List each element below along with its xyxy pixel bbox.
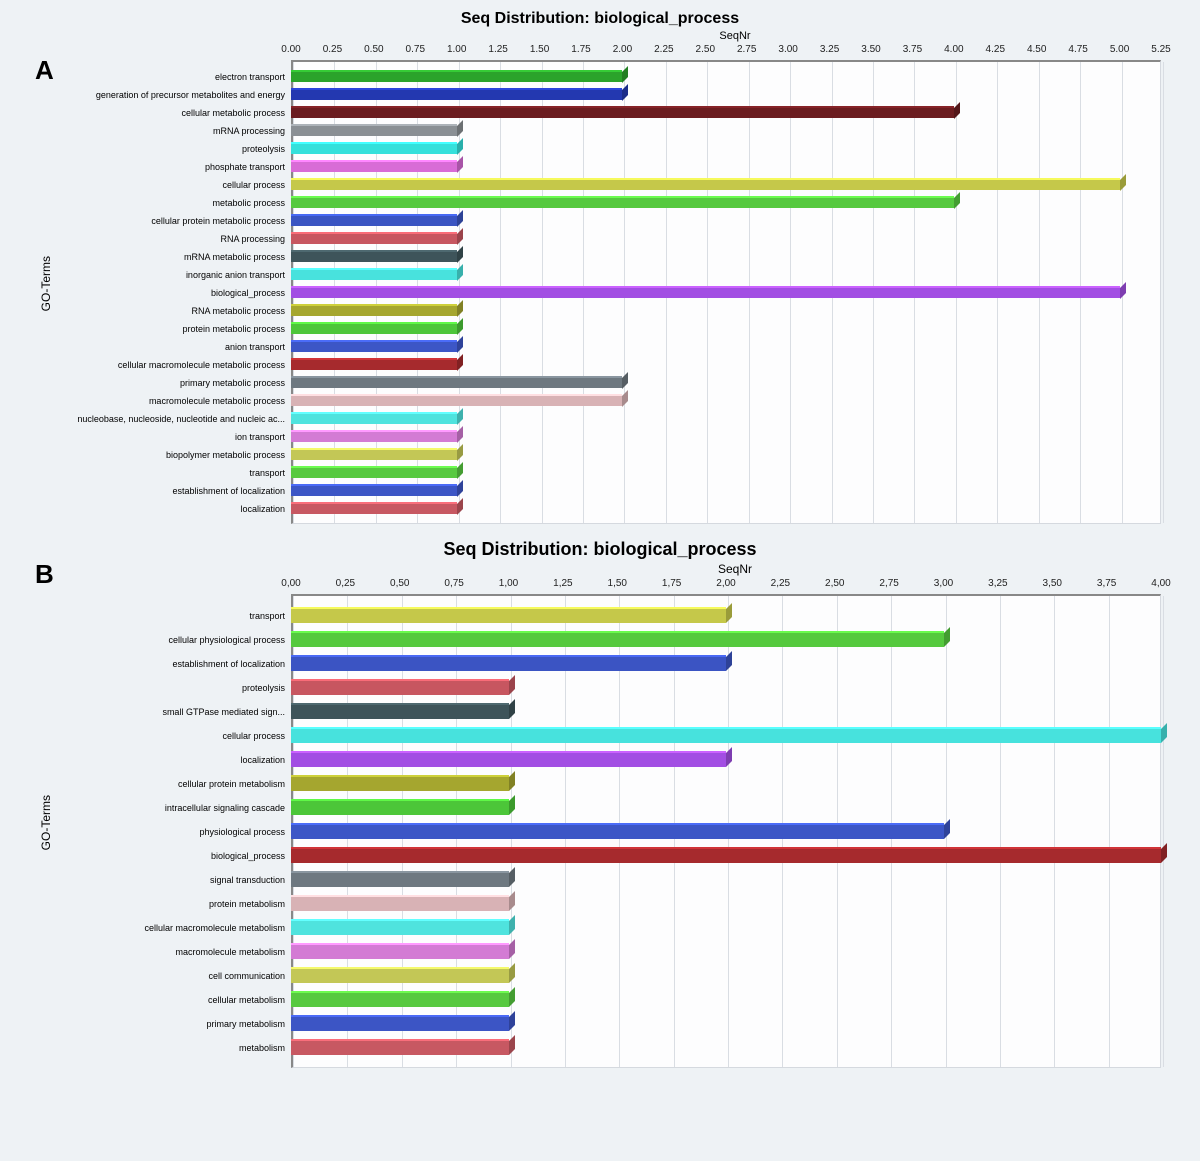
gridline (293, 62, 294, 523)
gridline (619, 596, 620, 1067)
x-tick-label: 1.00 (447, 44, 466, 55)
x-axis-title: SeqNr (30, 562, 1170, 576)
gridline (946, 596, 947, 1067)
x-tick-label: 1.50 (530, 44, 549, 55)
x-tick-label: 4,00 (1151, 578, 1170, 589)
chart-title: Seq Distribution: biological_process (443, 539, 756, 560)
x-tick-label: 4.75 (1068, 44, 1087, 55)
gridline (1122, 62, 1123, 523)
gridline (1109, 596, 1110, 1067)
gridline (837, 596, 838, 1067)
gridline (402, 596, 403, 1067)
gridline (1054, 596, 1055, 1067)
gridline (832, 62, 833, 523)
gridline (666, 62, 667, 523)
x-tick-label: 0,75 (444, 578, 463, 589)
x-tick-label: 1,25 (553, 578, 572, 589)
x-tick-label: 2.75 (737, 44, 756, 55)
y-axis-label: GO-Terms (39, 256, 53, 311)
x-tick-label: 2.00 (613, 44, 632, 55)
x-tick-label: 2.50 (696, 44, 715, 55)
gridline (542, 62, 543, 523)
x-tick-label: 3.75 (903, 44, 922, 55)
gridline (707, 62, 708, 523)
x-tick-label: 2,25 (771, 578, 790, 589)
x-tick-label: 4.00 (944, 44, 963, 55)
panel-letter: A (35, 55, 54, 86)
x-axis-title: SeqNr (30, 30, 1170, 42)
gridline (565, 596, 566, 1067)
x-axis-ticks: 0.000.250.500.751.001.251.501.752.002.25… (291, 44, 1161, 60)
x-tick-label: 4.25 (986, 44, 1005, 55)
x-tick-label: 1,75 (662, 578, 681, 589)
x-tick-label: 3.25 (820, 44, 839, 55)
gridline (914, 62, 915, 523)
x-tick-label: 3,00 (934, 578, 953, 589)
gridline (459, 62, 460, 523)
gridline (891, 596, 892, 1067)
gridline (1080, 62, 1081, 523)
x-tick-label: 3,25 (988, 578, 1007, 589)
x-tick-label: 5.00 (1110, 44, 1129, 55)
gridline (456, 596, 457, 1067)
chart-title: Seq Distribution: biological_process (461, 10, 739, 28)
gridline (728, 596, 729, 1067)
x-tick-label: 5.25 (1151, 44, 1170, 55)
gridline (674, 596, 675, 1067)
x-tick-label: 4.50 (1027, 44, 1046, 55)
plot-area (291, 60, 1161, 524)
gridline (1039, 62, 1040, 523)
x-tick-label: 1.75 (571, 44, 590, 55)
x-tick-label: 0.50 (364, 44, 383, 55)
x-tick-label: 0,50 (390, 578, 409, 589)
chart-panel-A: A Seq Distribution: biological_process S… (10, 10, 1190, 524)
x-tick-label: 1,50 (608, 578, 627, 589)
x-tick-label: 3,75 (1097, 578, 1116, 589)
x-tick-label: 2,50 (825, 578, 844, 589)
x-tick-label: 2,00 (716, 578, 735, 589)
gridline (782, 596, 783, 1067)
chart-panel-B: B Seq Distribution: biological_process S… (10, 539, 1190, 1068)
plot-area (291, 594, 1161, 1068)
gridline (334, 62, 335, 523)
gridline (511, 596, 512, 1067)
gridline (376, 62, 377, 523)
x-tick-label: 0.75 (406, 44, 425, 55)
x-tick-label: 1,00 (499, 578, 518, 589)
x-tick-label: 2,75 (879, 578, 898, 589)
x-tick-label: 1.25 (488, 44, 507, 55)
x-tick-label: 2.25 (654, 44, 673, 55)
gridline (749, 62, 750, 523)
gridline (500, 62, 501, 523)
gridline (417, 62, 418, 523)
gridline (1000, 596, 1001, 1067)
gridline (1163, 62, 1164, 523)
gridline (347, 596, 348, 1067)
gridline (624, 62, 625, 523)
category-labels (61, 594, 291, 1068)
x-tick-label: 0.25 (323, 44, 342, 55)
gridline (1163, 596, 1164, 1067)
gridline (583, 62, 584, 523)
x-tick-label: 0,25 (336, 578, 355, 589)
x-tick-label: 0,00 (281, 578, 300, 589)
y-axis-label: GO-Terms (39, 795, 53, 850)
gridline (997, 62, 998, 523)
x-tick-label: 3.50 (861, 44, 880, 55)
x-tick-label: 3,50 (1043, 578, 1062, 589)
x-tick-label: 0.00 (281, 44, 300, 55)
gridline (873, 62, 874, 523)
x-tick-label: 3.00 (778, 44, 797, 55)
gridline (293, 596, 294, 1067)
category-labels (61, 60, 291, 524)
gridline (790, 62, 791, 523)
panel-letter: B (35, 559, 54, 590)
gridline (956, 62, 957, 523)
x-axis-ticks: 0,000,250,500,751,001,251,501,752,002,25… (291, 578, 1161, 594)
